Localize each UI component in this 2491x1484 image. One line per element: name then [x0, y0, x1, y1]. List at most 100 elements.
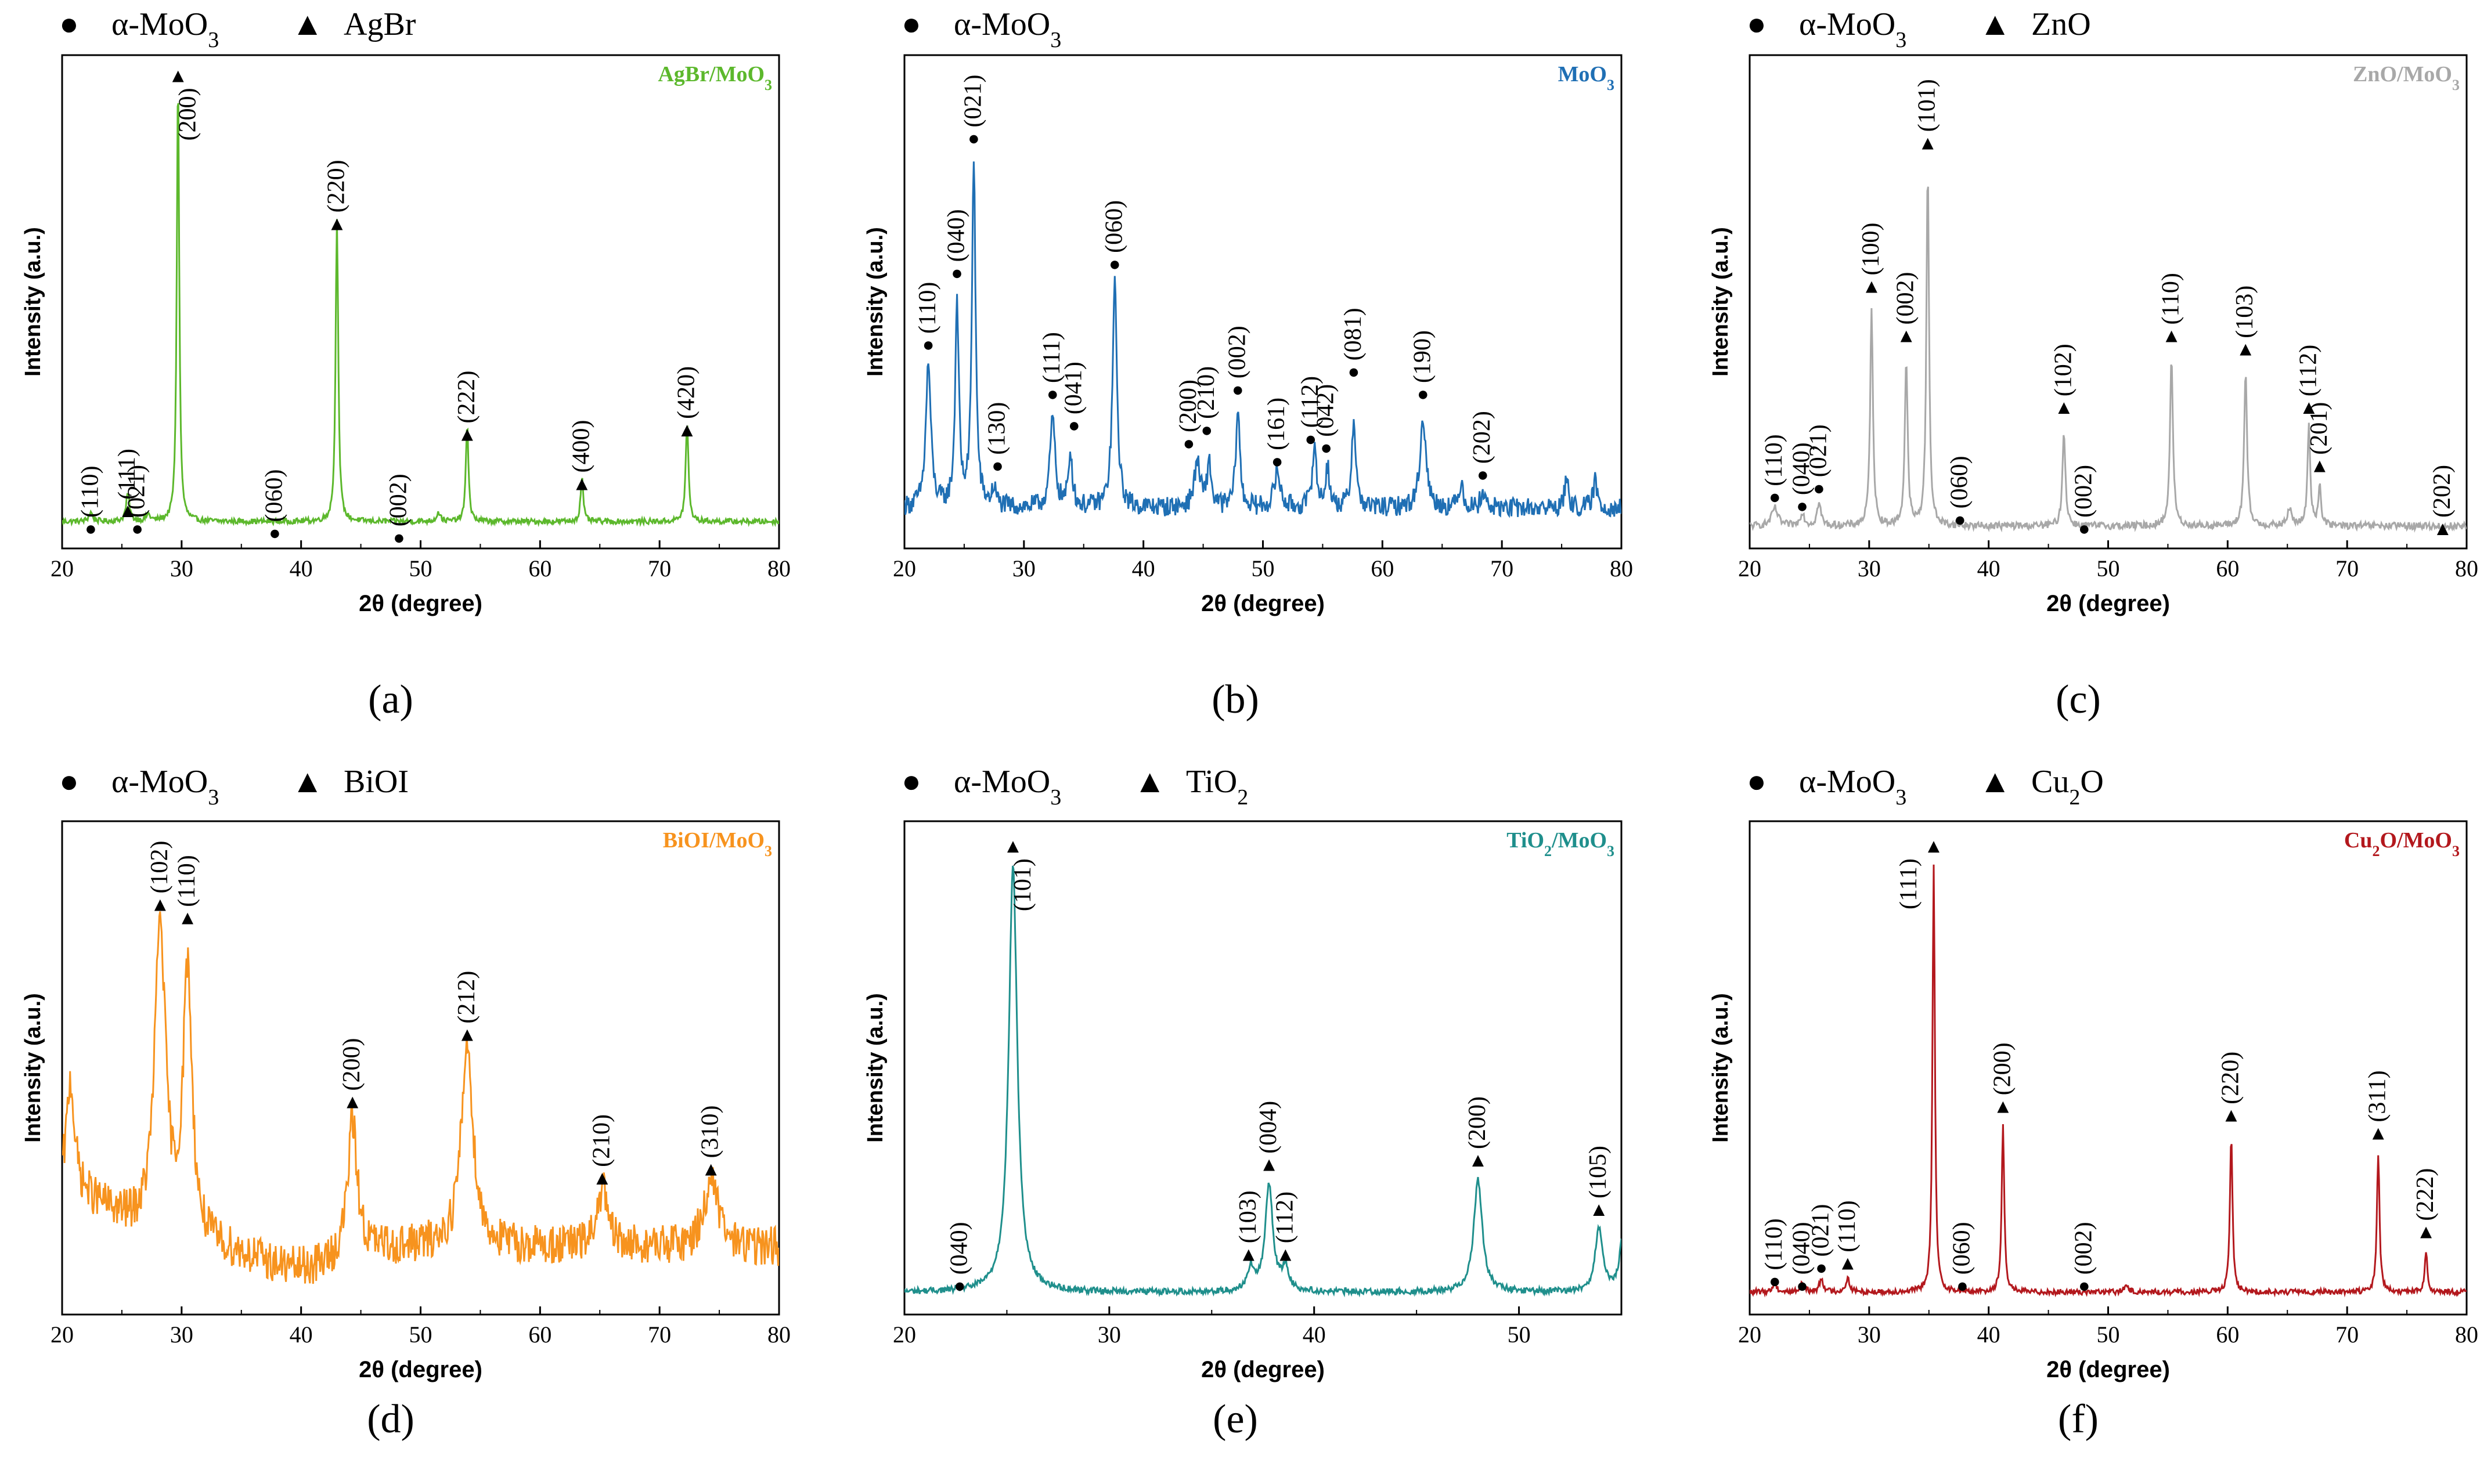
legend-label: α-MoO3 — [954, 6, 1061, 52]
legend-triangle-symbol: ▲ — [1979, 6, 2011, 42]
x-tick-label: 20 — [893, 1321, 916, 1348]
phase-peak-marker: ▲ — [1468, 1150, 1488, 1171]
mo3-peak-marker: ● — [2078, 1275, 2090, 1297]
legend-label: Cu2O — [2031, 764, 2104, 810]
phase-peak-marker: ▲ — [2162, 326, 2182, 347]
mo3-peak-marker: ● — [2078, 518, 2090, 540]
peak-hkl-label: (112) — [1297, 376, 1324, 428]
mo3-peak-marker: ● — [1109, 254, 1121, 275]
phase-peak-marker: ▲ — [1838, 1253, 1858, 1274]
phase-peak-marker: ▲ — [457, 1024, 477, 1046]
mo3-peak-marker: ● — [1769, 1271, 1781, 1292]
peak-hkl-label: (060) — [1101, 200, 1127, 253]
peak-hkl-label: (041) — [1060, 362, 1087, 414]
phase-peak-marker: ▲ — [1924, 836, 1944, 857]
xrd-pattern-line — [904, 161, 1621, 518]
x-tick-label: 20 — [1738, 555, 1761, 582]
mo3-peak-marker: ● — [393, 527, 405, 548]
x-tick-label: 50 — [1252, 555, 1275, 582]
sample-title: BiOI/MoO3 — [663, 828, 772, 860]
mo3-peak-marker: ● — [1047, 384, 1059, 405]
legend-circle-symbol: ● — [59, 764, 79, 800]
phase-peak-marker: ▲ — [2433, 518, 2453, 540]
mo3-peak-marker: ● — [1417, 384, 1429, 405]
peak-hkl-label: (310) — [697, 1105, 724, 1158]
y-axis-title: Intensity (a.u.) — [21, 993, 45, 1143]
mo3-peak-marker: ● — [1796, 1275, 1808, 1297]
x-tick-label: 70 — [648, 1321, 671, 1348]
phase-peak-marker: ▲ — [1239, 1244, 1259, 1265]
mo3-peak-marker: ● — [1348, 361, 1360, 382]
mo3-peak-marker: ● — [1232, 379, 1244, 400]
legend-label: α-MoO3 — [1799, 6, 1906, 52]
legend-label: AgBr — [344, 6, 416, 42]
x-axis-title: 2θ (degree) — [359, 1357, 482, 1382]
peak-hkl-label: (220) — [323, 160, 349, 212]
peak-hkl-label: (110) — [1761, 434, 1787, 486]
x-tick-label: 20 — [1738, 1321, 1761, 1348]
mo3-peak-marker: ● — [1954, 509, 1966, 530]
peak-hkl-label: (200) — [338, 1038, 365, 1091]
peak-hkl-label: (212) — [453, 971, 480, 1024]
mo3-peak-marker: ● — [1956, 1275, 1969, 1297]
x-tick-label: 80 — [1610, 555, 1633, 582]
peak-hkl-label: (101) — [1010, 858, 1036, 911]
peak-hkl-label: (202) — [2429, 465, 2456, 518]
mo3-peak-marker: ● — [951, 262, 963, 284]
plot-frame — [903, 820, 1623, 1316]
peak-hkl-label: (042) — [1313, 384, 1339, 437]
phase-peak-marker: ▲ — [1918, 132, 1938, 154]
peak-hkl-label: (202) — [1469, 411, 1495, 464]
panel-d: ● α-MoO3 ▲ BiOI BiOI/MoO3 20 30 40 50 60 70 80 2θ (d… — [21, 764, 791, 1442]
peak-hkl-label: (111) — [1895, 858, 1922, 909]
peak-hkl-label: (081) — [1340, 308, 1367, 360]
x-tick-label: 50 — [409, 555, 432, 582]
panel-label: (a) — [368, 677, 413, 722]
xrd-pattern-line — [62, 103, 779, 528]
peak-hkl-label: (201) — [2306, 402, 2333, 455]
x-tick-label: 60 — [2216, 1321, 2239, 1348]
peak-hkl-label: (040) — [1789, 1222, 1815, 1274]
peak-hkl-label: (021) — [1808, 1204, 1834, 1256]
peak-hkl-label: (060) — [1946, 456, 1973, 508]
phase-peak-marker: ▲ — [593, 1168, 612, 1189]
legend-circle-symbol: ● — [902, 764, 921, 800]
plot-frame — [1749, 54, 2468, 550]
phase-peak-marker: ▲ — [1897, 326, 1916, 347]
mo3-peak-marker: ● — [1271, 451, 1284, 472]
peak-hkl-label: (200) — [175, 88, 201, 140]
x-tick-label: 70 — [648, 555, 671, 582]
x-tick-label: 70 — [2335, 1321, 2359, 1348]
legend-circle-symbol: ● — [1747, 764, 1767, 800]
phase-peak-marker: ▲ — [2054, 397, 2074, 418]
mo3-peak-marker: ● — [269, 523, 281, 544]
x-tick-label: 40 — [1303, 1321, 1326, 1348]
panel-label: (c) — [2056, 677, 2101, 722]
x-tick-label: 70 — [2335, 555, 2359, 582]
mo3-peak-marker: ● — [1068, 415, 1080, 436]
y-axis-title: Intensity (a.u.) — [1708, 993, 1733, 1143]
legend-circle-symbol: ● — [59, 6, 79, 42]
phase-peak-marker: ▲ — [150, 894, 170, 916]
peak-hkl-label: (102) — [146, 841, 173, 894]
x-tick-label: 20 — [51, 1321, 74, 1348]
x-tick-label: 80 — [767, 555, 791, 582]
y-axis-title: Intensity (a.u.) — [863, 993, 888, 1143]
x-tick-label: 70 — [1490, 555, 1513, 582]
x-tick-label: 60 — [528, 555, 551, 582]
peak-hkl-label: (100) — [1858, 223, 1884, 276]
peak-hkl-label: (110) — [1761, 1218, 1787, 1270]
peak-hkl-label: (021) — [960, 75, 986, 128]
mo3-peak-marker: ● — [922, 334, 935, 356]
peak-hkl-label: (102) — [2050, 344, 2077, 396]
peak-hkl-label: (002) — [2070, 1222, 2097, 1274]
peak-hkl-label: (112) — [2295, 345, 2321, 396]
phase-peak-marker: ▲ — [2416, 1222, 2436, 1243]
x-tick-label: 20 — [51, 555, 74, 582]
peak-hkl-label: (040) — [946, 1222, 972, 1274]
peak-hkl-label: (210) — [1193, 366, 1220, 419]
x-tick-label: 40 — [1977, 1321, 2000, 1348]
legend-label: α-MoO3 — [111, 6, 219, 52]
phase-peak-marker: ▲ — [118, 500, 138, 522]
peak-hkl-label: (110) — [914, 282, 941, 334]
